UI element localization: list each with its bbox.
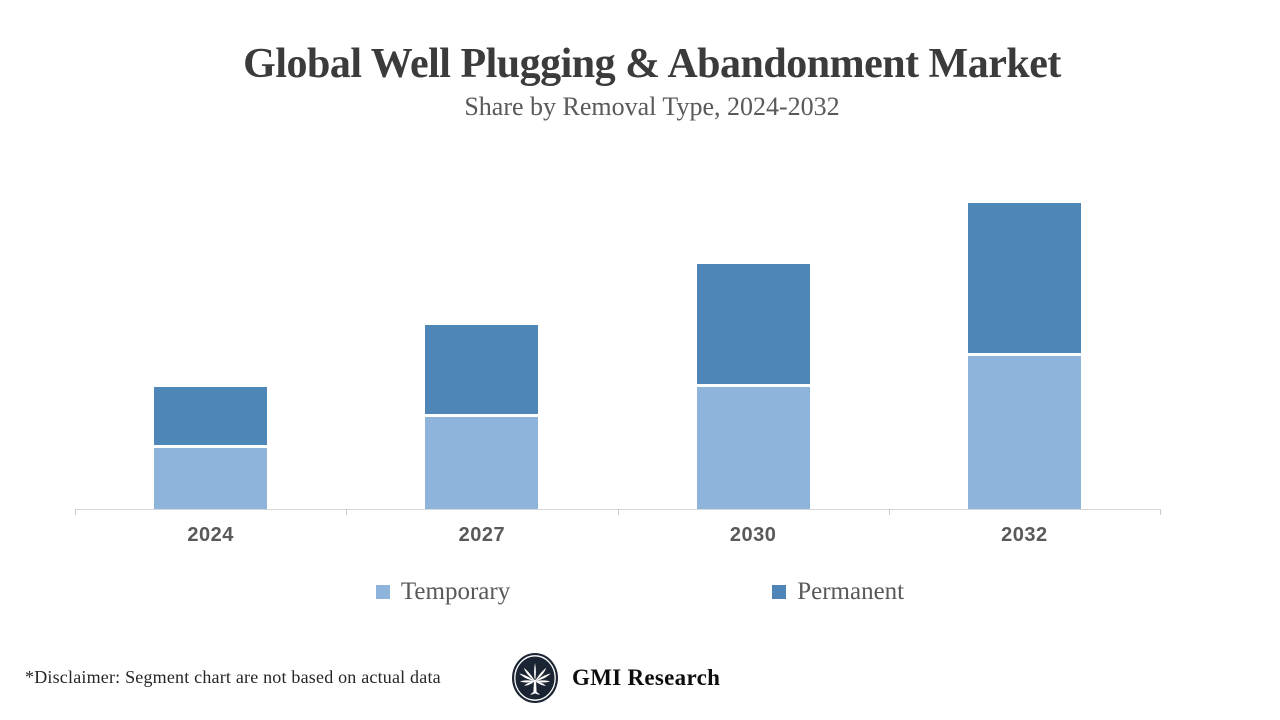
- chart-subtitle: Share by Removal Type, 2024-2032: [464, 92, 840, 122]
- legend-label-temporary: Temporary: [400, 578, 511, 605]
- x-axis-tick: [1160, 509, 1161, 515]
- x-axis-category-labels: 2024 2027 2030 2032: [75, 524, 1160, 547]
- bar-segment-permanent-2030: [696, 264, 810, 387]
- x-axis-label-2027: 2027: [458, 524, 506, 546]
- x-axis-label-2032: 2032: [1001, 524, 1048, 546]
- stacked-bar-2027: [425, 325, 539, 509]
- x-axis-label-2030: 2030: [729, 524, 777, 546]
- stacked-bar-2024: [154, 386, 268, 509]
- bar-slot-2030: [618, 203, 889, 509]
- bar-slot-2024: [75, 203, 346, 509]
- legend-label-permanent: Permanent: [797, 578, 905, 605]
- bar-segment-temporary-2027: [425, 417, 539, 509]
- brand-name: GMI Research: [572, 665, 721, 690]
- chart-legend: Temporary Permanent: [0, 578, 1280, 606]
- x-axis-tick: [75, 509, 76, 515]
- x-axis-tick: [888, 509, 890, 515]
- chart-title: Global Well Plugging & Abandonment Marke…: [243, 41, 1061, 87]
- stacked-bar-2032: [967, 203, 1081, 509]
- bar-slot-2027: [346, 203, 617, 509]
- x-axis-label-2024: 2024: [187, 524, 234, 546]
- x-axis-tick: [346, 509, 348, 515]
- stacked-bar-2030: [696, 264, 810, 509]
- gmi-fan-tree-logo-icon: [512, 653, 558, 703]
- bar-slot-2032: [889, 203, 1160, 509]
- legend-item-temporary: Temporary: [375, 578, 511, 606]
- bar-segment-temporary-2024: [154, 447, 268, 509]
- bar-plot-area: [75, 203, 1160, 509]
- bar-segment-temporary-2032: [967, 356, 1081, 509]
- bar-segment-permanent-2032: [967, 203, 1081, 356]
- bar-segment-temporary-2030: [696, 386, 810, 509]
- disclaimer-text: *Disclaimer: Segment chart are not based…: [25, 667, 441, 687]
- legend-swatch-temporary: [375, 585, 390, 599]
- legend-item-permanent: Permanent: [772, 578, 904, 606]
- x-axis-tick: [617, 509, 619, 515]
- chart-header: Global Well Plugging & Abandonment Marke…: [0, 42, 1280, 122]
- legend-swatch-permanent: [772, 585, 787, 599]
- brand-footer: GMI Research: [511, 652, 720, 704]
- bar-segment-permanent-2024: [154, 386, 268, 448]
- bar-segment-permanent-2027: [425, 325, 539, 418]
